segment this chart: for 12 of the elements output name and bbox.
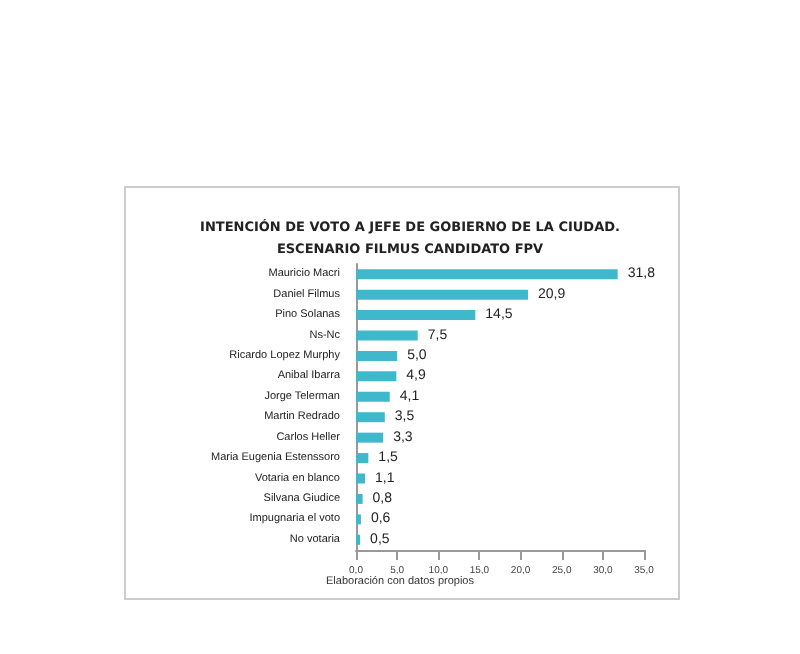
bar bbox=[356, 269, 618, 280]
bar bbox=[356, 391, 390, 402]
bar bbox=[356, 453, 369, 464]
bar bbox=[356, 493, 363, 504]
bar bbox=[356, 350, 398, 361]
bar bbox=[356, 412, 385, 423]
bar bbox=[356, 473, 366, 484]
bar bbox=[356, 432, 384, 443]
bar bbox=[356, 330, 418, 341]
bar bbox=[356, 289, 528, 300]
bar bbox=[356, 371, 397, 382]
bar bbox=[356, 310, 476, 321]
